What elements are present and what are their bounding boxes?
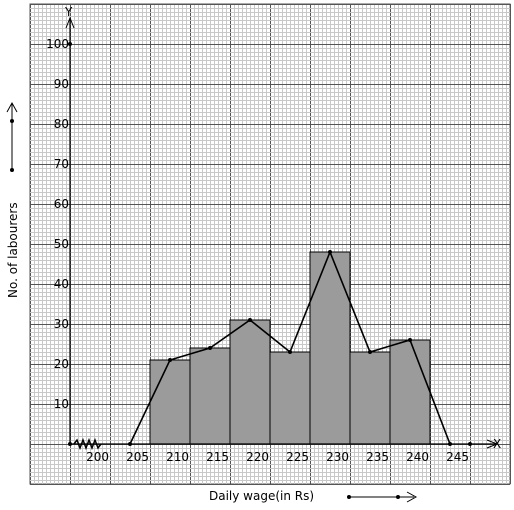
x-axis-arrowhead-icon — [486, 439, 499, 449]
polygon-point — [408, 338, 412, 342]
y-tick-label: 40 — [54, 277, 69, 291]
polygon-point — [208, 346, 212, 350]
bar — [189, 347, 231, 445]
bar — [349, 351, 391, 445]
y-axis-title: No. of labourers — [6, 202, 20, 298]
bar — [389, 339, 431, 445]
y-tick-label: 50 — [54, 237, 69, 251]
y-axis-arrow-icon — [6, 101, 18, 172]
x-tick-label: 225 — [286, 450, 309, 464]
y-tick-label: 30 — [54, 317, 69, 331]
axis-break-icon — [73, 437, 102, 451]
y-tick-label: 20 — [54, 357, 69, 371]
x-axis-letter: X — [493, 437, 501, 451]
y-axis-letter: Y — [64, 5, 73, 19]
y-tick-label: 90 — [54, 77, 69, 91]
x-tick-label: 240 — [406, 450, 429, 464]
y-tick-label: 100 — [46, 37, 69, 51]
polygon-point — [168, 358, 172, 362]
x-tick-label: 245 — [446, 450, 469, 464]
x-tick-label: 230 — [326, 450, 349, 464]
polygon-point — [368, 350, 372, 354]
x-axis-end-point — [468, 442, 472, 446]
polygon-point — [328, 250, 332, 254]
y-tick-label: 10 — [54, 397, 69, 411]
tick-labels: 200 205 210 215 220 225 230 235 240 245 10 20 30 40 50… — [46, 37, 469, 464]
bar — [269, 351, 311, 445]
x-axis-arrow-icon — [347, 491, 418, 503]
frequency-polygon — [128, 249, 472, 446]
x-tick-label: 235 — [366, 450, 389, 464]
x-axis-title: Daily wage(in Rs) — [209, 489, 314, 503]
bar — [149, 359, 191, 445]
axes — [65, 16, 499, 451]
x-tick-label: 205 — [126, 450, 149, 464]
polygon-point — [448, 442, 452, 446]
y-axis-top-point — [68, 42, 72, 46]
origin-point — [68, 442, 72, 446]
x-tick-label: 200 — [86, 450, 109, 464]
bar — [229, 319, 271, 445]
polygon-point — [288, 350, 292, 354]
x-tick-label: 210 — [166, 450, 189, 464]
bars — [149, 251, 431, 445]
x-tick-label: 220 — [246, 450, 269, 464]
y-tick-label: 70 — [54, 157, 69, 171]
polygon-point — [248, 318, 252, 322]
y-axis-arrowhead-icon — [65, 16, 75, 29]
bar — [309, 251, 351, 445]
x-tick-label: 215 — [206, 450, 229, 464]
y-tick-label: 60 — [54, 197, 69, 211]
polygon-point — [128, 442, 132, 446]
y-tick-label: 80 — [54, 117, 69, 131]
